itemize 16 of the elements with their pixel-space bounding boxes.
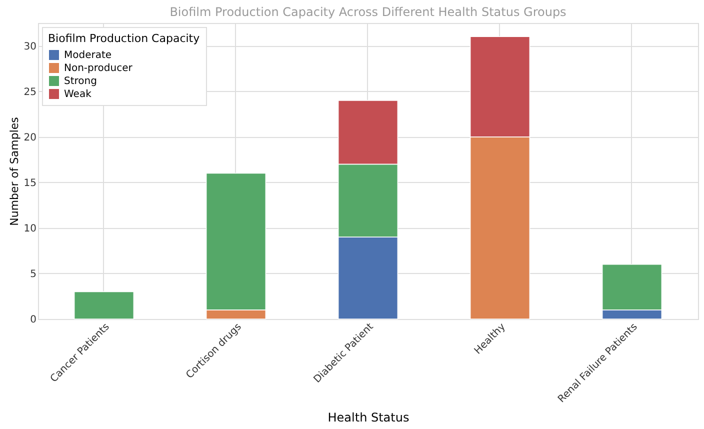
y-tick-label: 15: [24, 178, 36, 189]
y-tick-label: 25: [24, 86, 36, 98]
legend-label: Moderate: [64, 50, 112, 61]
legend-title: Biofilm Production Capacity: [48, 32, 200, 45]
y-tick-label: 30: [24, 41, 36, 52]
y-tick-label: 10: [24, 223, 36, 234]
legend-label: Strong: [64, 76, 97, 87]
legend-label: Non-producer: [64, 63, 134, 74]
y-axis-title: Number of Samples: [8, 116, 21, 226]
legend-label: Weak: [64, 89, 92, 100]
y-tick-label: 5: [30, 268, 36, 280]
bar: [74, 291, 134, 320]
y-tick-label: 20: [24, 132, 36, 144]
x-axis-title: Health Status: [328, 410, 410, 424]
y-tick-label: 0: [30, 314, 36, 326]
chart-title: Biofilm Production Capacity Across Different Health Status Groups: [170, 5, 566, 19]
